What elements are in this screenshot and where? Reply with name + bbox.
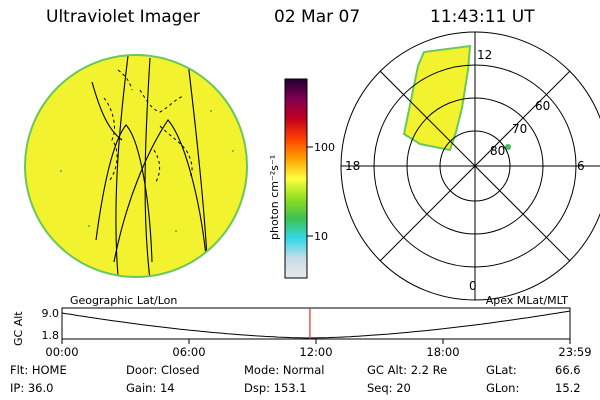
- polar-label-60: 60: [535, 99, 550, 113]
- apex-title: Apex MLat/MLT: [486, 294, 569, 307]
- time-tick-0600: 06:00: [172, 345, 205, 359]
- colorbar-label-100: 100: [314, 141, 335, 154]
- altitude-panel: Geographic Lat/Lon Apex MLat/MLT 9.0 1.8…: [12, 294, 592, 359]
- status-gain: Gain: 14: [126, 381, 175, 395]
- polar-mlt-plot: 80 70 60 12 6 0 18: [340, 31, 600, 301]
- status-gcalt: GC Alt: 2.2 Re: [367, 363, 448, 377]
- status-mode: Mode: Normal: [244, 363, 325, 377]
- alt-tick-bottom: 1.8: [42, 329, 60, 342]
- status-door: Door: Closed: [126, 363, 200, 377]
- alt-axis-label: GC Alt: [12, 311, 25, 346]
- mlt-label-18: 18: [345, 159, 360, 173]
- color-bar: 100 10 photon cm⁻²s⁻¹: [268, 78, 335, 279]
- disk-noise-specks: [60, 110, 234, 232]
- time-tick-0000: 00:00: [45, 345, 78, 359]
- polar-label-70: 70: [512, 122, 527, 136]
- status-seq: Seq: 20: [367, 381, 411, 395]
- status-glat-label: GLat:: [486, 363, 517, 377]
- earth-disk-image: [24, 54, 248, 278]
- status-glon-value: 15.2: [555, 381, 581, 395]
- mlt-label-12: 12: [477, 48, 492, 62]
- auroral-oval-fill: [402, 44, 472, 152]
- status-dsp: Dsp: 153.1: [244, 381, 307, 395]
- status-ip: IP: 36.0: [10, 381, 54, 395]
- colorbar-label-10: 10: [314, 230, 328, 243]
- geographic-grid-lines: [91, 56, 209, 276]
- date-label: 02 Mar 07: [274, 7, 361, 27]
- time-label: 11:43:11 UT: [430, 7, 535, 27]
- instrument-title: Ultraviolet Imager: [46, 7, 200, 27]
- time-tick-2359: 23:59: [558, 345, 591, 359]
- mlt-label-6: 6: [577, 159, 585, 173]
- polar-label-80: 80: [490, 144, 505, 158]
- auroral-spot: [505, 144, 511, 150]
- geographic-title: Geographic Lat/Lon: [70, 294, 177, 307]
- colorbar-unit-label: photon cm⁻²s⁻¹: [268, 155, 281, 240]
- status-flt: Flt: HOME: [10, 363, 67, 377]
- polar-diagonal-2: [379, 70, 571, 262]
- altitude-curve: [61, 310, 571, 339]
- mlt-label-0: 0: [469, 279, 477, 293]
- time-tick-1800: 18:00: [426, 345, 459, 359]
- status-glat-value: 66.6: [555, 363, 581, 377]
- status-glon-label: GLon:: [486, 381, 520, 395]
- time-tick-1200: 12:00: [299, 345, 332, 359]
- alt-tick-top: 9.0: [42, 307, 60, 320]
